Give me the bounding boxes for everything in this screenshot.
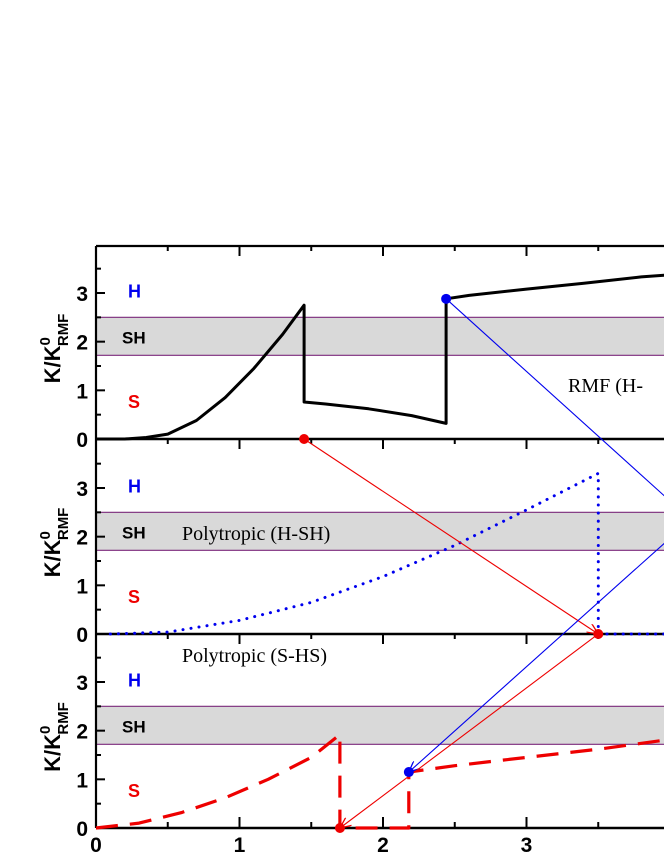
y-tick-label-bottom: 1 — [76, 769, 88, 792]
band-bottom — [96, 706, 664, 745]
x-tick-label: 3 — [521, 834, 533, 857]
series-line-middle-0 — [108, 471, 664, 636]
region-label-SH-bottom: SH — [122, 717, 146, 736]
transition-arrow-1 — [445, 298, 664, 497]
region-label-H-bottom: H — [128, 671, 141, 691]
y-axis-label-sub: RMF — [55, 314, 72, 347]
series-layer — [95, 273, 664, 830]
region-label-S-bottom: S — [128, 781, 140, 801]
y-axis-label-sup: 0 — [37, 337, 54, 345]
y-axis-label-bottom: K/K0RMF — [37, 702, 72, 772]
transition-arrow-0 — [303, 438, 598, 634]
marker-layer — [299, 293, 604, 833]
y-axis-label-top: K/K0RMF — [37, 314, 72, 384]
y-axis-label-sup: 0 — [37, 531, 54, 539]
transition-point-bottom-0 — [334, 823, 345, 833]
y-axis-label-sub: RMF — [55, 702, 72, 735]
y-axis-label-sub: RMF — [55, 508, 72, 541]
y-tick-label-top: 1 — [76, 380, 88, 403]
x-tick-label: 1 — [234, 834, 246, 857]
panel-annotation-bottom: Polytropic (S-HS) — [182, 645, 327, 667]
y-axis-label-middle: K/K0RMF — [37, 508, 72, 578]
transition-arrow-3 — [340, 633, 599, 828]
region-label-SH-top: SH — [122, 328, 146, 347]
x-tick-label: 2 — [377, 834, 389, 857]
y-axis-label-main: K/K — [40, 345, 65, 383]
region-label-S-middle: S — [128, 587, 140, 607]
panel-annotation-middle: Polytropic (H-SH) — [182, 523, 330, 545]
y-tick-label-middle: 2 — [76, 527, 88, 550]
y-tick-label-top: 3 — [76, 283, 88, 306]
transition-point-top-0 — [299, 434, 310, 444]
y-tick-label-bottom: 3 — [76, 672, 88, 695]
region-label-H-top: H — [128, 282, 141, 302]
y-tick-label-middle: 1 — [76, 575, 88, 598]
y-axis-label-sup: 0 — [37, 726, 54, 734]
axes-layer — [94, 244, 664, 830]
y-axis-label-main: K/K — [40, 539, 65, 577]
y-tick-label-top: 2 — [76, 332, 88, 355]
transition-point-bottom-1 — [403, 767, 414, 778]
transition-arrow-2 — [409, 542, 664, 772]
series-line-bottom-0 — [95, 733, 664, 830]
region-label-H-middle: H — [128, 477, 141, 497]
y-tick-label-middle: 3 — [76, 478, 88, 501]
panel-annotation-top: RMF (H- — [568, 375, 643, 397]
y-axis-label-main: K/K — [40, 734, 65, 772]
y-tick-label-middle: 0 — [76, 624, 88, 647]
band-layer — [96, 316, 664, 745]
arrow-layer — [303, 298, 664, 828]
x-tick-label: 0 — [90, 834, 102, 857]
y-tick-label-bottom: 2 — [76, 721, 88, 744]
region-label-S-top: S — [128, 392, 140, 412]
transition-point-top-1 — [441, 293, 452, 304]
series-line-top-0 — [96, 273, 664, 441]
band-top — [96, 317, 664, 356]
band-middle — [96, 512, 664, 551]
transition-point-middle-0 — [593, 629, 604, 639]
region-label-SH-middle: SH — [122, 523, 146, 542]
y-tick-label-bottom: 0 — [76, 818, 88, 841]
y-tick-label-top: 0 — [76, 429, 88, 452]
